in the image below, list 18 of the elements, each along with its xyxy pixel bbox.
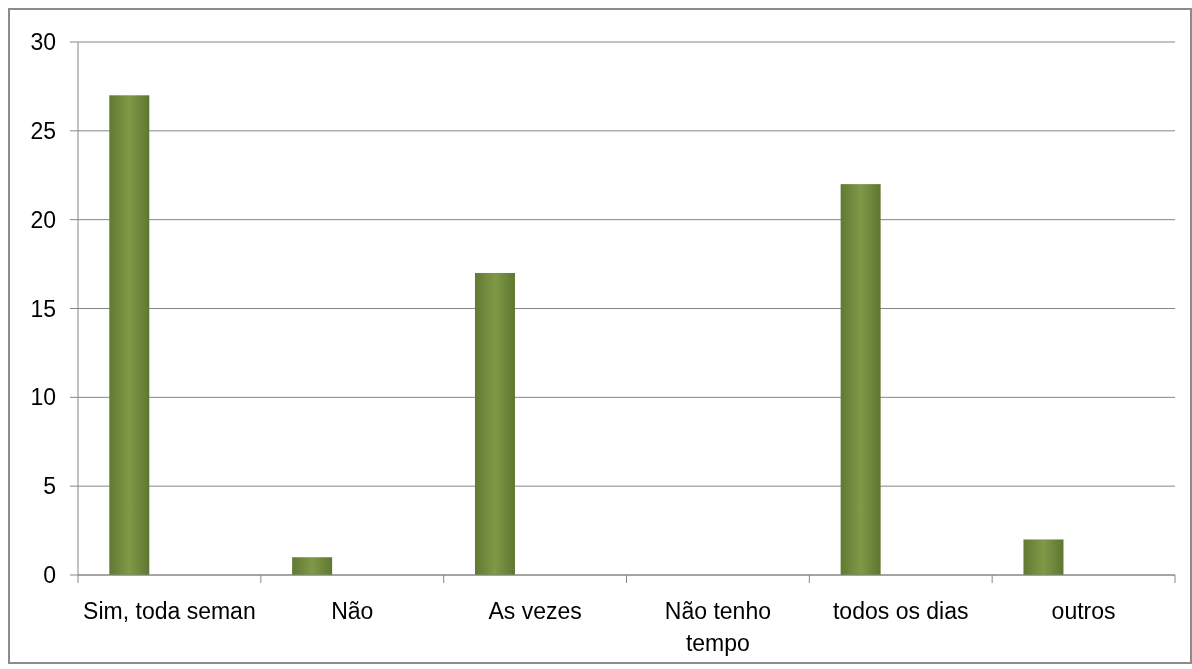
x-tick-label: outros: [1051, 598, 1116, 624]
y-tick-label: 0: [43, 562, 56, 589]
x-tick-label: As vezes: [488, 598, 582, 624]
y-tick-label: 25: [30, 118, 56, 144]
y-tick-label: 15: [30, 295, 56, 322]
x-tick-label: Não: [331, 598, 374, 624]
x-tick-label: Não tenho tempo: [664, 598, 771, 656]
x-tick-label: todos os dias: [832, 598, 969, 624]
bar: [840, 184, 881, 575]
y-tick-label: 30: [30, 29, 56, 56]
y-tick-label: 20: [30, 206, 56, 233]
bar: [109, 95, 150, 575]
y-tick-label: 10: [30, 384, 56, 411]
bar: [1023, 539, 1064, 575]
bar: [292, 557, 333, 575]
bar: [474, 272, 515, 575]
x-tick-label: Sim, toda seman: [83, 598, 256, 624]
y-tick-label: 5: [43, 473, 56, 500]
